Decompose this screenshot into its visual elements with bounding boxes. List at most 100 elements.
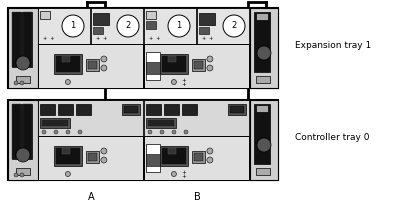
Bar bbox=[192, 59, 205, 71]
Circle shape bbox=[172, 80, 176, 84]
Bar bbox=[162, 56, 186, 72]
Bar bbox=[168, 56, 176, 62]
Text: +: + bbox=[181, 174, 186, 180]
Text: A: A bbox=[88, 192, 94, 202]
Bar bbox=[194, 153, 203, 161]
Circle shape bbox=[20, 81, 24, 85]
Bar bbox=[148, 120, 174, 126]
Text: +  +: + + bbox=[149, 37, 160, 41]
Circle shape bbox=[117, 15, 139, 37]
Circle shape bbox=[160, 130, 164, 134]
Bar bbox=[91, 8, 143, 44]
Circle shape bbox=[14, 81, 18, 85]
Bar bbox=[192, 151, 205, 163]
Circle shape bbox=[223, 15, 245, 37]
Circle shape bbox=[257, 138, 271, 152]
Text: +: + bbox=[181, 82, 186, 88]
Bar bbox=[12, 104, 32, 159]
Circle shape bbox=[101, 157, 107, 163]
Bar bbox=[162, 148, 186, 164]
Bar bbox=[62, 148, 70, 154]
Bar bbox=[194, 61, 203, 69]
Bar bbox=[12, 12, 21, 67]
Bar bbox=[199, 13, 215, 25]
Text: +: + bbox=[181, 170, 186, 174]
Bar bbox=[146, 52, 160, 80]
Circle shape bbox=[42, 130, 46, 134]
Bar bbox=[144, 8, 196, 44]
Bar bbox=[62, 56, 70, 62]
Text: +: + bbox=[181, 78, 186, 82]
Circle shape bbox=[101, 56, 107, 62]
Bar bbox=[254, 12, 270, 72]
Bar bbox=[23, 12, 32, 67]
Bar bbox=[256, 168, 270, 175]
Bar bbox=[122, 104, 140, 115]
Bar bbox=[12, 12, 32, 67]
Bar bbox=[93, 27, 103, 34]
Bar bbox=[8, 8, 38, 88]
Circle shape bbox=[16, 56, 30, 70]
Circle shape bbox=[78, 130, 82, 134]
Circle shape bbox=[66, 80, 70, 84]
Bar bbox=[250, 8, 278, 88]
Text: 2: 2 bbox=[125, 21, 131, 31]
Bar bbox=[164, 104, 179, 115]
Text: B: B bbox=[194, 192, 200, 202]
Bar bbox=[256, 105, 268, 112]
Bar bbox=[56, 148, 80, 164]
Bar bbox=[38, 100, 143, 136]
Bar bbox=[93, 13, 109, 25]
Text: 1: 1 bbox=[70, 21, 75, 31]
Circle shape bbox=[148, 130, 152, 134]
Bar bbox=[160, 54, 188, 74]
Bar bbox=[40, 11, 50, 19]
Bar bbox=[42, 120, 68, 126]
Circle shape bbox=[20, 173, 24, 177]
Bar bbox=[144, 44, 249, 88]
Bar bbox=[250, 100, 278, 180]
Circle shape bbox=[172, 172, 176, 176]
Bar bbox=[146, 21, 156, 29]
Circle shape bbox=[207, 157, 213, 163]
Bar bbox=[38, 44, 143, 88]
Bar bbox=[146, 104, 161, 115]
Bar bbox=[16, 168, 30, 175]
Bar bbox=[254, 104, 270, 164]
Bar bbox=[197, 8, 249, 44]
Bar bbox=[228, 104, 246, 115]
Bar bbox=[146, 62, 160, 74]
Circle shape bbox=[257, 46, 271, 60]
Text: Controller tray 0: Controller tray 0 bbox=[295, 133, 370, 143]
Circle shape bbox=[168, 15, 190, 37]
Bar bbox=[124, 106, 138, 113]
Bar bbox=[88, 61, 97, 69]
Bar bbox=[40, 118, 70, 128]
Circle shape bbox=[101, 148, 107, 154]
Bar bbox=[160, 146, 188, 166]
Circle shape bbox=[207, 65, 213, 71]
Bar bbox=[146, 11, 156, 19]
Bar bbox=[54, 146, 82, 166]
Bar bbox=[12, 104, 21, 159]
Circle shape bbox=[54, 130, 58, 134]
Text: +  +: + + bbox=[96, 37, 107, 41]
Bar bbox=[88, 153, 97, 161]
Circle shape bbox=[16, 148, 30, 162]
Bar bbox=[256, 13, 268, 20]
Bar bbox=[40, 104, 55, 115]
Bar bbox=[8, 8, 278, 88]
Bar bbox=[146, 144, 160, 172]
Bar bbox=[54, 54, 82, 74]
Text: Expansion tray 1: Expansion tray 1 bbox=[295, 41, 371, 50]
Circle shape bbox=[62, 15, 84, 37]
Bar bbox=[144, 136, 249, 180]
Bar bbox=[230, 106, 244, 113]
Text: 2: 2 bbox=[231, 21, 237, 31]
Bar bbox=[168, 148, 176, 154]
Text: +  +: + + bbox=[202, 37, 213, 41]
Bar bbox=[146, 154, 160, 166]
Circle shape bbox=[66, 172, 70, 176]
Circle shape bbox=[207, 56, 213, 62]
Circle shape bbox=[184, 130, 188, 134]
